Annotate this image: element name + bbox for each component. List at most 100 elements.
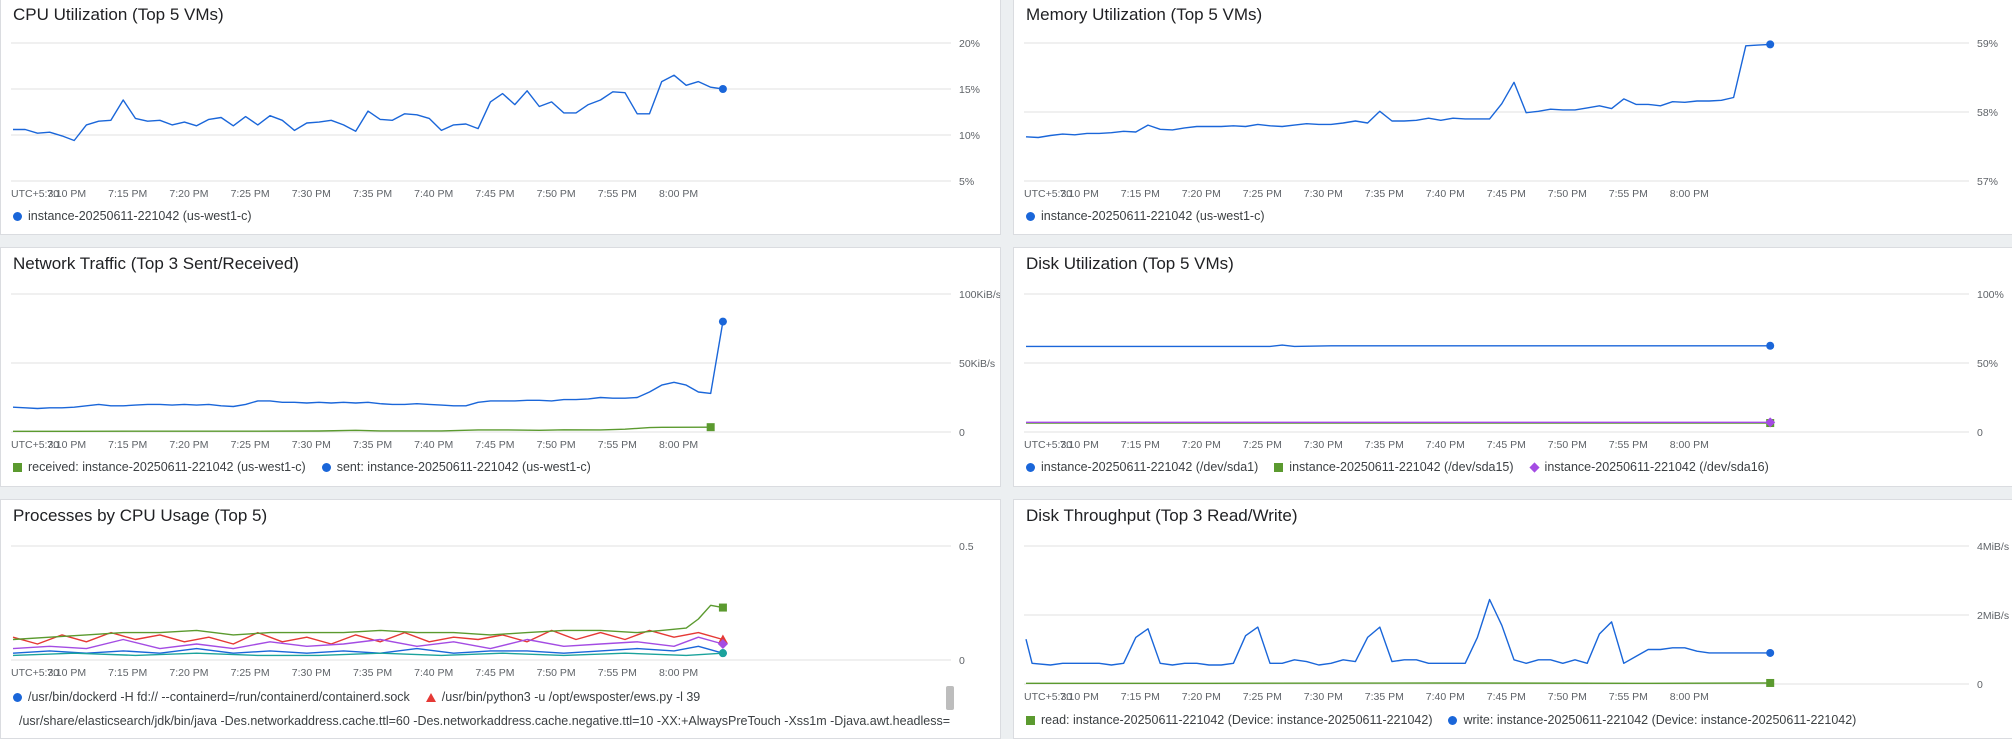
x-tick-label: 7:45 PM — [475, 667, 514, 679]
x-tick-label: 7:40 PM — [1426, 691, 1465, 703]
x-tick-label: 7:10 PM — [47, 667, 86, 679]
chart-legend: instance-20250611-221042 (us-west1-c) — [1026, 209, 1265, 223]
legend-item[interactable]: sent: instance-20250611-221042 (us-west1… — [322, 460, 591, 474]
x-tick-label: 7:20 PM — [1182, 188, 1221, 200]
series-marker-icon — [1529, 462, 1539, 472]
series-line — [1026, 345, 1770, 346]
legend-item[interactable]: instance-20250611-221042 (us-west1-c) — [1026, 209, 1265, 223]
series-line — [13, 427, 711, 431]
legend-item[interactable]: /usr/bin/dockerd -H fd:// --containerd=/… — [13, 690, 410, 704]
series-line — [1026, 44, 1770, 137]
x-tick-label: 7:20 PM — [1182, 691, 1221, 703]
y-tick-label: 20% — [959, 38, 980, 50]
y-tick-label: 0 — [1977, 427, 1983, 439]
legend-item[interactable]: /usr/bin/python3 -u /opt/ewsposter/ews.p… — [426, 690, 700, 704]
series-marker-icon — [1448, 716, 1457, 725]
y-tick-label: 0 — [959, 655, 965, 667]
series-line — [13, 322, 723, 409]
x-tick-label: 7:45 PM — [1487, 188, 1526, 200]
x-tick-label: 7:45 PM — [475, 188, 514, 200]
x-tick-label: 7:35 PM — [353, 439, 392, 451]
y-tick-label: 50% — [1977, 358, 1998, 370]
x-tick-label: 7:55 PM — [598, 439, 637, 451]
x-tick-label: 7:50 PM — [1548, 439, 1587, 451]
x-tick-label: 7:45 PM — [475, 439, 514, 451]
x-tick-label: 7:15 PM — [1121, 439, 1160, 451]
y-tick-label: 5% — [959, 176, 974, 188]
x-tick-label: 7:55 PM — [598, 188, 637, 200]
series-end-marker — [718, 639, 728, 649]
x-tick-label: 7:40 PM — [1426, 439, 1465, 451]
series-end-marker — [719, 85, 727, 93]
legend-label: received: instance-20250611-221042 (us-w… — [28, 460, 306, 474]
legend-label: instance-20250611-221042 (/dev/sda15) — [1289, 460, 1513, 474]
y-tick-label: 59% — [1977, 38, 1998, 50]
x-tick-label: 8:00 PM — [1670, 691, 1709, 703]
x-tick-label: 7:20 PM — [1182, 439, 1221, 451]
x-tick-label: 7:25 PM — [231, 667, 270, 679]
y-tick-label: 2MiB/s — [1977, 610, 2009, 622]
x-tick-label: 7:15 PM — [108, 188, 147, 200]
series-end-marker — [1766, 40, 1774, 48]
legend-label: instance-20250611-221042 (us-west1-c) — [28, 209, 252, 223]
y-tick-label: 100% — [1977, 289, 2004, 301]
x-tick-label: 7:35 PM — [1365, 691, 1404, 703]
cpu-utilization-card: CPU Utilization (Top 5 VMs) 5%10%15%20%U… — [0, 0, 1001, 235]
x-tick-label: 7:25 PM — [1243, 691, 1282, 703]
series-marker-icon — [426, 693, 436, 702]
x-tick-label: 7:20 PM — [169, 439, 208, 451]
x-tick-label: 7:40 PM — [414, 439, 453, 451]
x-tick-label: 7:15 PM — [1121, 188, 1160, 200]
x-tick-label: 7:50 PM — [537, 667, 576, 679]
y-tick-label: 10% — [959, 130, 980, 142]
legend-label: /usr/bin/python3 -u /opt/ewsposter/ews.p… — [442, 690, 700, 704]
chart-legend: /usr/bin/dockerd -H fd:// --containerd=/… — [13, 690, 943, 728]
legend-item[interactable]: /usr/share/elasticsearch/jdk/bin/java -D… — [13, 714, 943, 728]
y-tick-label: 50KiB/s — [959, 358, 995, 370]
series-end-marker — [1766, 649, 1774, 657]
legend-item[interactable]: instance-20250611-221042 (/dev/sda1) — [1026, 460, 1258, 474]
x-tick-label: 7:35 PM — [1365, 188, 1404, 200]
legend-item[interactable]: instance-20250611-221042 (/dev/sda16) — [1530, 460, 1769, 474]
series-marker-icon — [13, 463, 22, 472]
legend-scrollbar[interactable] — [946, 686, 954, 710]
x-tick-label: 7:35 PM — [353, 188, 392, 200]
x-tick-label: 7:15 PM — [108, 667, 147, 679]
x-tick-label: 7:35 PM — [1365, 439, 1404, 451]
x-tick-label: 7:55 PM — [1609, 188, 1648, 200]
legend-item[interactable]: received: instance-20250611-221042 (us-w… — [13, 460, 306, 474]
x-tick-label: 7:30 PM — [1304, 691, 1343, 703]
y-tick-label: 58% — [1977, 107, 1998, 119]
series-end-marker — [1766, 679, 1774, 687]
x-tick-label: 8:00 PM — [659, 439, 698, 451]
series-marker-icon — [1274, 463, 1283, 472]
series-marker-icon — [1026, 463, 1035, 472]
series-end-marker — [719, 318, 727, 326]
series-end-marker — [1766, 342, 1774, 350]
series-marker-icon — [322, 463, 331, 472]
x-tick-label: 7:55 PM — [1609, 691, 1648, 703]
x-tick-label: 7:30 PM — [292, 439, 331, 451]
legend-item[interactable]: instance-20250611-221042 (us-west1-c) — [13, 209, 252, 223]
legend-item[interactable]: instance-20250611-221042 (/dev/sda15) — [1274, 460, 1513, 474]
series-line — [13, 646, 723, 653]
series-line — [13, 75, 723, 140]
x-tick-label: 7:25 PM — [231, 188, 270, 200]
x-tick-label: 7:30 PM — [292, 188, 331, 200]
legend-label: instance-20250611-221042 (/dev/sda16) — [1545, 460, 1769, 474]
legend-label: instance-20250611-221042 (/dev/sda1) — [1041, 460, 1258, 474]
y-tick-label: 100KiB/s — [959, 289, 1001, 301]
y-tick-label: 0 — [1977, 679, 1983, 691]
y-tick-label: 0 — [959, 427, 965, 439]
x-tick-label: 8:00 PM — [659, 667, 698, 679]
x-tick-label: 7:25 PM — [1243, 439, 1282, 451]
chart-legend: instance-20250611-221042 (us-west1-c) — [13, 209, 252, 223]
x-tick-label: 7:40 PM — [1426, 188, 1465, 200]
legend-label: instance-20250611-221042 (us-west1-c) — [1041, 209, 1265, 223]
